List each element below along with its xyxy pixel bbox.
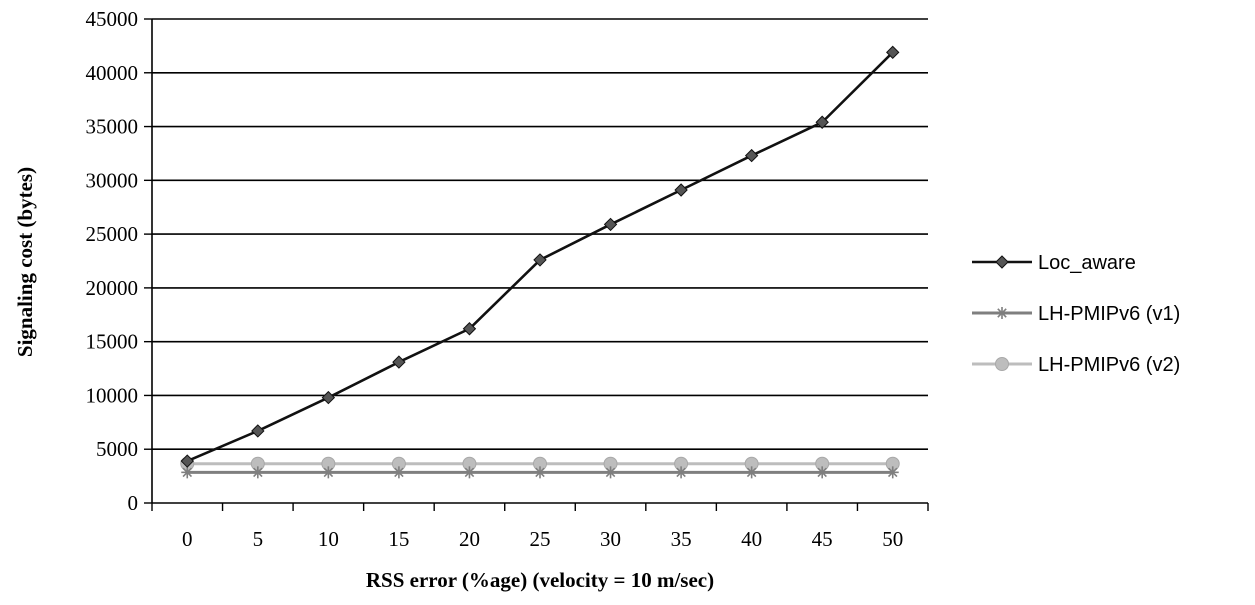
y-tick-label: 35000 — [86, 115, 139, 139]
series-loc-aware — [180, 45, 900, 468]
x-tick-label: 35 — [671, 527, 692, 551]
data-point — [533, 253, 547, 267]
data-point — [322, 466, 335, 479]
data-point — [886, 466, 899, 479]
series-lines — [180, 45, 900, 479]
x-tick-label: 0 — [182, 527, 193, 551]
x-tick-label: 20 — [459, 527, 480, 551]
data-point — [745, 466, 758, 479]
x-tick-labels: 0 5 10 15 20 25 30 35 40 45 50 — [182, 527, 903, 551]
axes — [144, 18, 929, 511]
y-tick-label: 20000 — [86, 276, 139, 300]
y-tick-label: 30000 — [86, 168, 139, 192]
legend-item: Loc_aware — [972, 252, 1136, 274]
x-tick-label: 45 — [812, 527, 833, 551]
legend-marker — [995, 255, 1009, 269]
data-point — [392, 355, 406, 369]
data-point — [674, 183, 688, 197]
y-tick-label: 5000 — [96, 437, 138, 461]
y-axis-title: Signaling cost (bytes) — [13, 167, 37, 357]
data-point — [675, 466, 688, 479]
x-tick-label: 40 — [741, 527, 762, 551]
data-point — [744, 148, 759, 163]
data-point — [534, 466, 546, 479]
x-tick-label: 5 — [253, 527, 264, 551]
series-lh-pmipv6-v1- — [181, 466, 899, 479]
x-tick-label: 10 — [318, 527, 339, 551]
x-tick-label: 15 — [388, 527, 409, 551]
data-point — [816, 466, 829, 479]
legend-label: Loc_aware — [1038, 252, 1136, 274]
legend: Loc_aware LH-PMIPv6 (v1) LH-PMIPv6 (v2) — [972, 252, 1180, 376]
data-point — [603, 217, 618, 232]
x-tick-label: 25 — [530, 527, 551, 551]
y-tick-label: 15000 — [86, 330, 139, 354]
data-point — [181, 466, 194, 479]
gridlines — [152, 18, 928, 451]
y-tick-label: 10000 — [86, 383, 139, 407]
data-point — [251, 466, 264, 479]
data-point — [815, 115, 829, 129]
y-tick-labels: 0 5000 10000 15000 20000 25000 30000 35000 40000… — [86, 7, 139, 515]
legend-label: LH-PMIPv6 (v2) — [1038, 354, 1180, 376]
data-point — [886, 45, 900, 60]
data-point — [180, 454, 194, 468]
data-point — [462, 322, 477, 336]
legend-label: LH-PMIPv6 (v1) — [1038, 303, 1180, 325]
y-tick-label: 40000 — [86, 61, 139, 85]
data-point — [604, 466, 617, 479]
data-point — [463, 466, 476, 479]
legend-item: LH-PMIPv6 (v1) — [972, 303, 1180, 325]
legend-item: LH-PMIPv6 (v2) — [972, 354, 1180, 376]
y-tick-label: 0 — [128, 491, 139, 515]
y-tick-label: 25000 — [86, 222, 139, 246]
x-axis-title: RSS error (%age) (velocity = 10 m/sec) — [366, 568, 714, 592]
x-tick-label: 50 — [882, 527, 903, 551]
data-point — [321, 390, 336, 405]
legend-marker — [995, 357, 1009, 371]
x-tick-label: 30 — [600, 527, 621, 551]
legend-marker — [996, 307, 1008, 319]
data-point — [392, 466, 405, 479]
y-tick-label: 45000 — [86, 7, 139, 31]
data-point — [251, 424, 265, 438]
